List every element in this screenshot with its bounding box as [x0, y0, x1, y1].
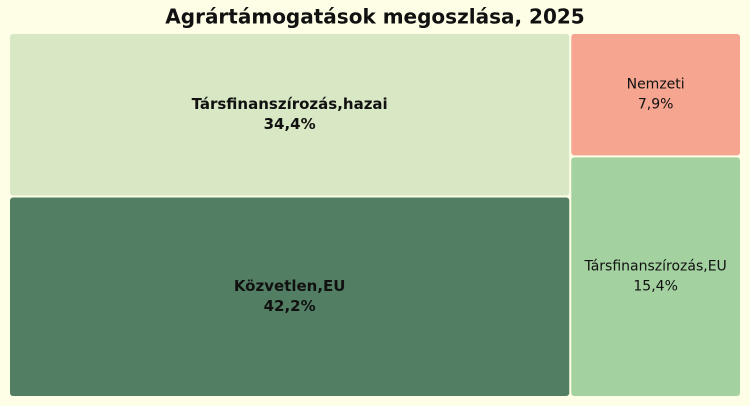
value-label: 34,4% [264, 115, 316, 133]
tile [571, 157, 740, 396]
value-label: 42,2% [264, 297, 316, 315]
tile [571, 34, 740, 156]
value-label: 15,4% [633, 279, 677, 295]
tile [10, 197, 570, 396]
tile-label: Nemzeti [627, 77, 685, 93]
tile-label: Társfinanszírozás,hazai [192, 95, 388, 113]
tile-label: Társfinanszírozás,EU [583, 259, 726, 275]
tile [10, 34, 570, 196]
value-label: 7,9% [638, 97, 674, 113]
chart-title: Agrártámogatások megoszlása, 2025 [165, 5, 584, 29]
tile-label: Közvetlen,EU [234, 277, 346, 295]
